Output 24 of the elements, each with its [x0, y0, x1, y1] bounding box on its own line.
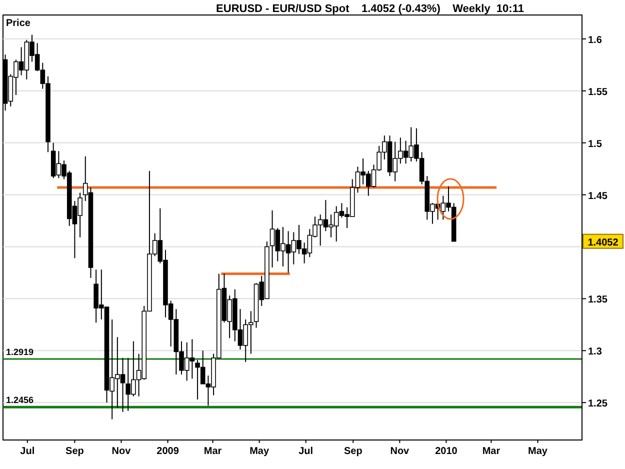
x-tick-label: Jul	[298, 446, 314, 457]
annotation: 1.4052	[588, 237, 619, 248]
y-tick-label: 1.45	[588, 190, 608, 202]
ref-line-label: 1.2456	[6, 395, 34, 406]
y-axis-title: Price	[6, 18, 31, 29]
y-tick-label: 1.35	[588, 294, 608, 306]
y-tick-label: 1.5	[588, 138, 602, 150]
x-tick-label: Nov	[390, 446, 410, 457]
x-tick-label: Mar	[482, 446, 500, 457]
y-tick-label: 1.55	[588, 86, 608, 98]
x-tick-label: May	[250, 446, 270, 457]
x-tick-label: May	[528, 446, 548, 457]
y-tick-label: 1.3	[588, 346, 602, 358]
chart-title: EURUSD - EUR/USD Spot 1.4052 (-0.43%) Weekly 10:11	[216, 3, 524, 15]
x-tick-label: 2010	[435, 446, 458, 457]
x-tick-label: Sep	[66, 446, 84, 457]
x-tick-label: Jul	[20, 446, 35, 457]
x-tick-label: Nov	[112, 446, 132, 457]
ref-line-label: 1.2919	[6, 347, 34, 358]
y-tick-label: 1.6	[588, 34, 602, 46]
x-tick-label: Sep	[344, 446, 362, 457]
y-tick-label: 1.25	[588, 398, 608, 410]
x-tick-label: Mar	[204, 446, 222, 457]
x-tick-label: 2009	[156, 446, 180, 457]
